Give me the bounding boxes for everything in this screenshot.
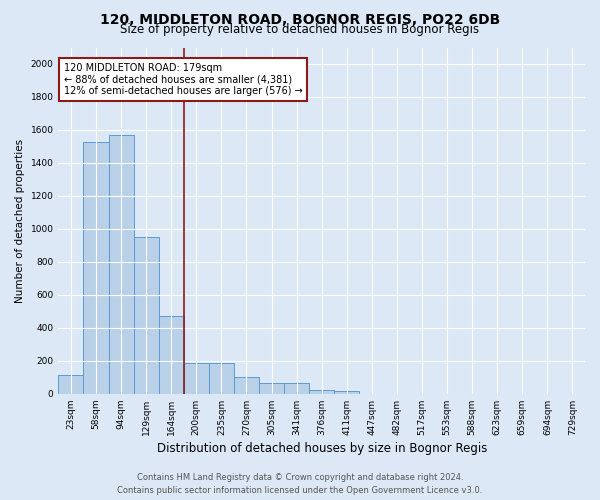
Bar xyxy=(159,316,184,394)
Bar xyxy=(134,237,159,394)
Bar xyxy=(58,375,83,394)
Bar xyxy=(309,390,334,394)
Y-axis label: Number of detached properties: Number of detached properties xyxy=(15,138,25,302)
X-axis label: Distribution of detached houses by size in Bognor Regis: Distribution of detached houses by size … xyxy=(157,442,487,455)
Bar xyxy=(284,383,309,394)
Bar xyxy=(334,390,359,394)
Bar xyxy=(209,364,234,394)
Bar xyxy=(184,364,209,394)
Bar xyxy=(109,135,134,394)
Bar xyxy=(259,383,284,394)
Text: Contains HM Land Registry data © Crown copyright and database right 2024.
Contai: Contains HM Land Registry data © Crown c… xyxy=(118,473,482,495)
Text: 120 MIDDLETON ROAD: 179sqm
← 88% of detached houses are smaller (4,381)
12% of s: 120 MIDDLETON ROAD: 179sqm ← 88% of deta… xyxy=(64,63,302,96)
Text: Size of property relative to detached houses in Bognor Regis: Size of property relative to detached ho… xyxy=(121,22,479,36)
Text: 120, MIDDLETON ROAD, BOGNOR REGIS, PO22 6DB: 120, MIDDLETON ROAD, BOGNOR REGIS, PO22 … xyxy=(100,12,500,26)
Bar xyxy=(234,378,259,394)
Bar xyxy=(83,142,109,394)
